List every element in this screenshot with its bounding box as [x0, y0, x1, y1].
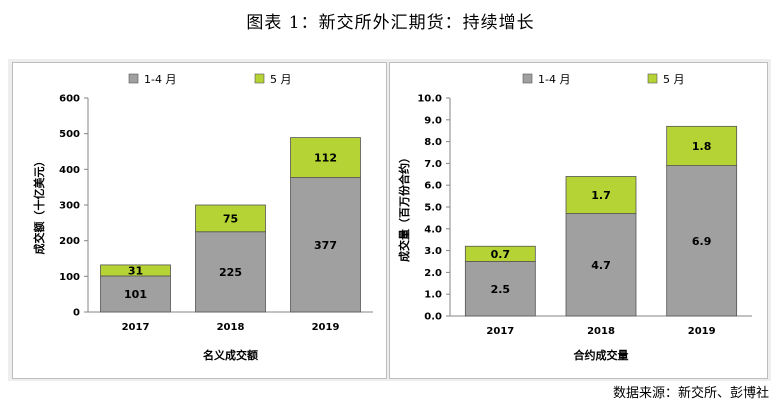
y-tick-label: 100: [59, 272, 80, 283]
x-category-label: 2019: [688, 326, 716, 337]
bar-may-2017: [464, 245, 536, 262]
x-axis-title: 名义成交额: [203, 348, 258, 362]
bar-jan-apr-2017: [464, 261, 536, 317]
data-label-jan-apr-2018: 225: [219, 266, 242, 279]
x-axis-title: 合约成交量: [574, 348, 629, 362]
y-tick-label: 200: [59, 236, 80, 247]
x-category-label: 2017: [486, 326, 514, 337]
bar-may-2019: [290, 137, 361, 178]
y-tick-label: 1.0: [424, 290, 442, 301]
y-axis-title: 成交量（百万份合约）: [397, 152, 411, 262]
y-tick-label: 600: [59, 94, 80, 105]
data-label-may-2018: 75: [223, 212, 238, 225]
y-tick-label: 8.0: [424, 137, 442, 148]
data-label-may-2017: 0.7: [491, 248, 511, 261]
data-label-jan-apr-2018: 4.7: [591, 259, 611, 272]
legend-swatch-may: [647, 73, 658, 84]
data-label-jan-apr-2019: 6.9: [692, 235, 712, 248]
data-label-jan-apr-2017: 101: [124, 288, 147, 301]
bar-may-2017: [100, 264, 171, 277]
contract-volume-chart-svg: 1-4 月 5 月 0.0 1.0 2.0 3.0 4.0 5.0 6.0 7.0 8.0 9.0 10…: [397, 73, 752, 362]
x-category-label: 2019: [312, 322, 340, 333]
data-label-may-2017: 31: [128, 264, 143, 277]
data-label-may-2018: 1.7: [591, 189, 611, 202]
y-tick-label: 3.0: [424, 246, 442, 257]
page-title: 图表 1：新交所外汇期货：持续增长: [246, 13, 535, 33]
legend-label-jan-apr: 1-4 月: [144, 73, 176, 86]
legend-swatch-jan-apr: [522, 73, 533, 84]
bar-may-2018: [195, 204, 266, 233]
x-category-label: 2018: [217, 322, 245, 333]
y-tick-label: 500: [59, 129, 80, 140]
y-tick-label: 9.0: [424, 115, 442, 126]
bar-jan-apr-2018: [565, 213, 637, 317]
y-tick-label: 5.0: [424, 203, 442, 214]
bar-may-2018: [565, 176, 637, 214]
legend-swatch-may: [254, 73, 265, 84]
legend-swatch-jan-apr: [128, 73, 139, 84]
notional-turnover-chart: 1-4 月 5 月 0 100 200 300 400 500 600 101 31 2017 225 7…: [12, 62, 387, 379]
legend-label-jan-apr: 1-4 月: [538, 73, 570, 86]
bar-jan-apr-2017: [100, 275, 171, 313]
y-tick-label: 400: [59, 165, 80, 176]
legend-label-may: 5 月: [270, 73, 292, 86]
y-axis-title: 成交额（十亿美元）: [32, 156, 46, 255]
data-label-may-2019: 112: [314, 152, 337, 165]
data-source-note: 数据来源：新交所、彭博社: [612, 386, 769, 401]
y-tick-label: 4.0: [424, 224, 442, 235]
y-tick-label: 7.0: [424, 159, 442, 170]
y-tick-label: 6.0: [424, 181, 442, 192]
x-category-label: 2018: [587, 326, 615, 337]
y-tick-label: 10.0: [417, 94, 442, 105]
y-tick-label: 0.0: [424, 312, 442, 323]
legend-label-may: 5 月: [663, 73, 685, 86]
bar-may-2019: [666, 125, 738, 166]
data-label-jan-apr-2017: 2.5: [491, 283, 511, 296]
y-tick-label: 2.0: [424, 268, 442, 279]
data-label-may-2019: 1.8: [692, 140, 712, 153]
data-label-jan-apr-2019: 377: [314, 239, 337, 252]
notional-turnover-chart-svg: 1-4 月 5 月 0 100 200 300 400 500 600 101 31 2017 225 7…: [32, 73, 373, 362]
y-tick-label: 300: [59, 201, 80, 212]
y-tick-label: 0: [73, 308, 80, 319]
x-category-label: 2017: [122, 322, 150, 333]
contract-volume-chart: 1-4 月 5 月 0.0 1.0 2.0 3.0 4.0 5.0 6.0 7.0 8.0 9.0 10…: [389, 62, 768, 379]
